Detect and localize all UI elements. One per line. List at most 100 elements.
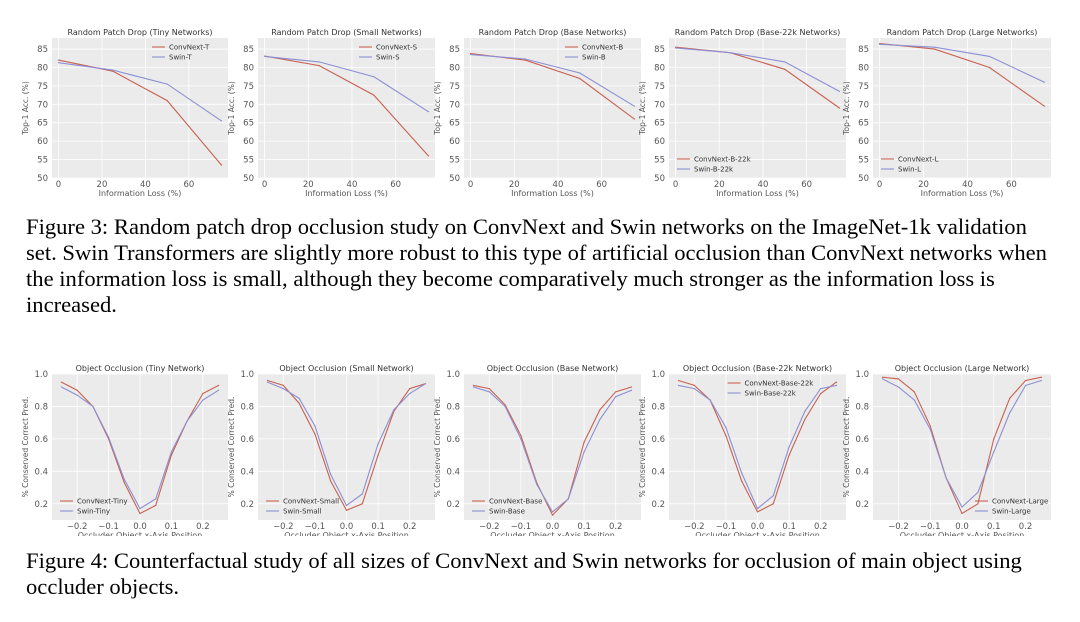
data-point: [520, 438, 522, 440]
data-point: [202, 392, 204, 395]
legend-label: Swin-L: [898, 166, 921, 174]
data-point: [878, 43, 881, 45]
y-tick-label: 85: [654, 45, 665, 55]
data-point: [933, 48, 936, 50]
data-point: [929, 425, 931, 427]
data-point: [266, 379, 269, 382]
data-point: [913, 391, 915, 393]
data-point: [551, 514, 554, 516]
data-point: [220, 164, 223, 166]
legend-label: Swin-B: [582, 54, 606, 62]
x-tick-label: 40: [553, 180, 564, 190]
data-point: [155, 504, 157, 506]
y-tick-label: 65: [449, 119, 460, 129]
y-tick-label: 85: [37, 45, 48, 55]
x-tick-label: 60: [390, 180, 401, 190]
y-tick-label: 0.2: [855, 500, 869, 510]
x-tick-label: 40: [140, 180, 151, 190]
data-point: [615, 391, 617, 393]
data-point: [772, 495, 774, 497]
data-point: [220, 120, 223, 122]
y-axis-label: Top-1 Acc. (%): [227, 81, 236, 136]
y-axis-label: % Conserved Correct Pred.: [433, 397, 442, 498]
data-point: [693, 388, 695, 390]
y-axis-label: Top-1 Acc. (%): [842, 81, 851, 136]
figure-3-caption-text: Random patch drop occlusion study on Con…: [26, 214, 1047, 317]
y-tick-label: 0.2: [240, 500, 254, 510]
legend-label: ConvNext-Large: [992, 498, 1048, 506]
legend: ConvNext-S Swin-S: [359, 44, 418, 62]
data-point: [282, 388, 284, 390]
legend-label: ConvNext-Base: [489, 498, 542, 506]
data-point: [579, 77, 581, 80]
data-point: [838, 90, 841, 93]
y-tick-label: 0.8: [34, 402, 48, 412]
data-point: [897, 386, 900, 388]
legend-label: ConvNext-S: [376, 44, 418, 52]
legend-label: Swin-Large: [992, 508, 1031, 516]
series-line-1: [58, 62, 222, 122]
y-tick-label: 65: [858, 119, 869, 129]
data-point: [361, 493, 363, 495]
data-point: [1009, 412, 1011, 414]
data-point: [993, 438, 995, 440]
data-point: [756, 511, 759, 513]
y-axis-label: % Conserved Correct Pred.: [227, 397, 236, 498]
y-tick-label: 50: [858, 174, 869, 184]
data-point: [123, 478, 125, 481]
y-tick-label: 0.8: [446, 402, 460, 412]
data-point: [504, 405, 506, 408]
legend: ConvNext-B Swin-B: [565, 44, 623, 62]
data-point: [820, 392, 822, 395]
data-point: [139, 512, 141, 515]
figure-3-charts: 50 55 60 65 70 75 80 85 0 20 40 60 Random Patch Drop…: [21, 28, 1051, 198]
data-point: [424, 383, 427, 385]
x-tick-label: −0.2: [888, 522, 909, 532]
plot-area: [464, 38, 641, 178]
y-tick-label: 0.4: [240, 467, 254, 477]
figure-4-charts: 0.2 0.4 0.6 0.8 1.0 −0.2 −0.1 0.0 0.1 0.2 Object O…: [21, 364, 1051, 536]
data-point: [409, 388, 411, 390]
chart: 0.2 0.4 0.6 0.8 1.0 −0.2 −0.1 0.0 0.1 0.2 Object O…: [842, 364, 1051, 536]
legend-label: Swin-Base: [489, 508, 525, 516]
x-tick-label: 0.0: [751, 522, 765, 532]
legend-label: ConvNext-Small: [283, 498, 339, 506]
chart-title: Random Patch Drop (Tiny Networks): [68, 28, 213, 37]
data-point: [166, 100, 168, 102]
legend: ConvNext-Tiny Swin-Tiny: [60, 498, 128, 516]
data-point: [945, 477, 947, 479]
data-point: [330, 473, 332, 476]
data-point: [170, 454, 173, 456]
x-tick-label: −0.1: [98, 522, 119, 532]
legend-label: ConvNext-B: [582, 44, 623, 52]
y-tick-label: 0.2: [651, 500, 665, 510]
y-tick-label: 0.6: [651, 435, 665, 445]
data-point: [92, 405, 94, 408]
data-point: [1024, 379, 1027, 382]
data-point: [784, 68, 786, 70]
data-point: [741, 472, 743, 474]
y-tick-label: 75: [37, 82, 48, 92]
data-point: [536, 483, 538, 485]
data-point: [977, 491, 979, 494]
y-tick-label: 50: [37, 174, 48, 184]
legend: ConvNext-Base Swin-Base: [472, 498, 542, 516]
x-tick-label: 60: [596, 180, 607, 190]
y-tick-label: 0.6: [446, 435, 460, 445]
data-point: [488, 391, 490, 393]
y-tick-label: 80: [243, 63, 254, 73]
data-point: [361, 503, 363, 505]
legend-label: Swin-S: [376, 54, 400, 62]
figure-4-caption: Figure 4: Counterfactual study of all si…: [26, 548, 1056, 600]
x-axis-label: Information Loss (%): [99, 189, 182, 198]
chart: 0.2 0.4 0.6 0.8 1.0 −0.2 −0.1 0.0 0.1 0.2 Object O…: [433, 364, 641, 536]
y-tick-label: 65: [243, 119, 254, 129]
x-axis-label: Information Loss (%): [511, 189, 594, 198]
y-tick-label: 85: [243, 45, 254, 55]
x-axis-label: Occluder Object x-Axis Position: [900, 531, 1025, 536]
chart-title: Object Occlusion (Base Network): [487, 364, 619, 373]
y-tick-label: 1.0: [446, 370, 460, 380]
x-tick-label: 20: [918, 180, 929, 190]
legend-label: Swin-Tiny: [77, 508, 110, 516]
data-point: [988, 55, 991, 58]
